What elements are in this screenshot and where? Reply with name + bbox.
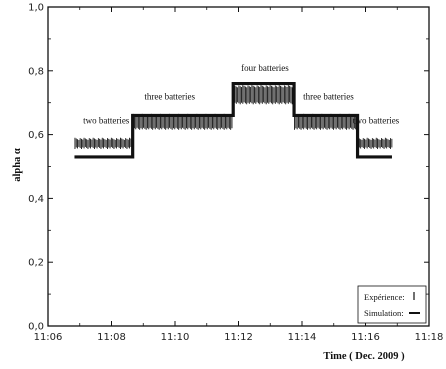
experience-segment [74, 137, 133, 149]
x-tick-label: 11:14 [288, 332, 317, 343]
annotation-label: three batteries [303, 92, 354, 102]
y-tick-label: 0,4 [28, 194, 44, 205]
legend-label-simulation: Simulation: [364, 308, 404, 318]
annotation-label: four batteries [241, 63, 289, 73]
y-tick-label: 1,0 [28, 3, 44, 14]
x-tick-label: 11:18 [415, 332, 444, 343]
simulation-series [74, 81, 392, 159]
simulation-line [74, 81, 392, 159]
y-axis: 0,0 0,2 0,4 0,6 0,8 1,0 [28, 3, 429, 333]
legend-label-experience: Expérience: [364, 292, 405, 302]
legend-box [357, 285, 427, 324]
x-axis-title: Time ( Dec. 2009 ) [323, 351, 405, 362]
annotation-label: two batteries [83, 115, 130, 125]
annotation-label: three batteries [144, 92, 195, 102]
x-tick-label: 11:16 [351, 332, 380, 343]
x-tick-label: 11:10 [161, 332, 190, 343]
x-tick-label: 11:08 [97, 332, 126, 343]
experience-segment [233, 85, 294, 105]
x-tick-label: 11:12 [224, 332, 253, 343]
y-tick-label: 0,2 [28, 258, 44, 269]
y-tick-label: 0,8 [28, 66, 44, 77]
annotation-label: two batteries [353, 115, 400, 125]
x-tick-label: 11:06 [34, 332, 63, 343]
legend: Expérience: Simulation: [357, 285, 427, 324]
experience-segment [357, 137, 393, 149]
y-tick-label: 0,6 [28, 130, 44, 141]
annotations: two batteries three batteries four batteri… [83, 63, 400, 126]
y-tick-label: 0,0 [28, 322, 44, 333]
y-axis-title: alpha α [12, 148, 23, 182]
plot-area [47, 6, 430, 327]
x-axis: 11:06 11:08 11:10 11:12 11:14 11:16 11:18 [34, 7, 444, 343]
